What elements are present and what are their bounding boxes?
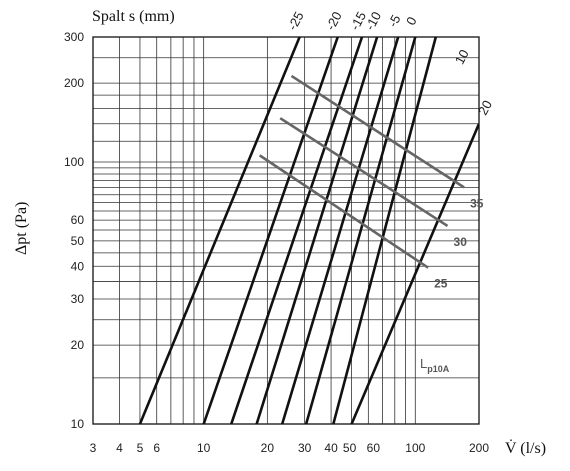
level-curve [279, 117, 449, 228]
annotation-lp10a: Lp10A [420, 356, 450, 374]
level-curve [258, 154, 429, 269]
y-tick-label: 60 [71, 213, 85, 227]
y-tick-label: 10 [71, 417, 85, 431]
gap-line [202, 37, 339, 424]
level-labels: 35 30 25 [434, 196, 484, 290]
y-axis-title: Δpt (Pa) [13, 202, 30, 255]
level-label: 30 [454, 235, 468, 249]
x-tick-label: 30 [298, 441, 312, 455]
x-tick-label: 40 [324, 441, 338, 455]
y-tick-label: 30 [71, 292, 85, 306]
gap-line [304, 37, 417, 424]
x-tick-label: 50 [343, 441, 357, 455]
annotation-sub: p10A [427, 364, 450, 374]
annotation-main: L [420, 356, 427, 371]
x-tick-label: 200 [469, 441, 489, 455]
x-tick-label: 60 [367, 441, 381, 455]
gap-label: -5 [385, 12, 404, 29]
x-tick-label: 10 [197, 441, 211, 455]
gap-label: 20 [475, 98, 495, 118]
level-label: 25 [434, 277, 448, 291]
gap-line [255, 37, 379, 424]
y-tick-label: 20 [71, 338, 85, 352]
x-tick-label: 20 [261, 441, 275, 455]
x-tick-label: 4 [116, 441, 123, 455]
level-curves [258, 74, 465, 269]
y-tick-label: 200 [64, 76, 84, 90]
x-tick-label: 3 [90, 441, 97, 455]
gap-label: 10 [452, 47, 472, 67]
gap-line [138, 37, 301, 424]
x-tick-label: 6 [153, 441, 160, 455]
level-curve [290, 74, 465, 189]
gap-line [230, 37, 364, 424]
y-tick-label: 300 [64, 30, 84, 44]
y-tick-labels: 10 20 30 40 50 60 100 200 300 [64, 30, 84, 431]
x-tick-label: 100 [405, 441, 425, 455]
x-tick-label: 5 [137, 441, 144, 455]
y-tick-label: 40 [71, 259, 85, 273]
top-label: Spalt s (mm) [92, 8, 175, 25]
gap-lines [138, 37, 479, 424]
gap-line [350, 123, 479, 424]
x-axis-title: V̇ (l/s) [505, 439, 546, 457]
x-tick-labels: 3 4 5 6 10 20 30 40 50 60 100 200 [90, 441, 490, 455]
gap-label: -20 [323, 9, 345, 33]
y-tick-label: 100 [64, 155, 84, 169]
gap-line [280, 37, 400, 424]
y-tick-label: 50 [71, 234, 85, 248]
gap-label: 0 [403, 14, 420, 27]
gap-line [332, 37, 438, 424]
gap-label: -10 [362, 9, 384, 33]
gap-label: -25 [285, 9, 307, 33]
grid [93, 37, 479, 424]
level-label: 35 [470, 196, 484, 210]
plot-frame [92, 36, 480, 425]
